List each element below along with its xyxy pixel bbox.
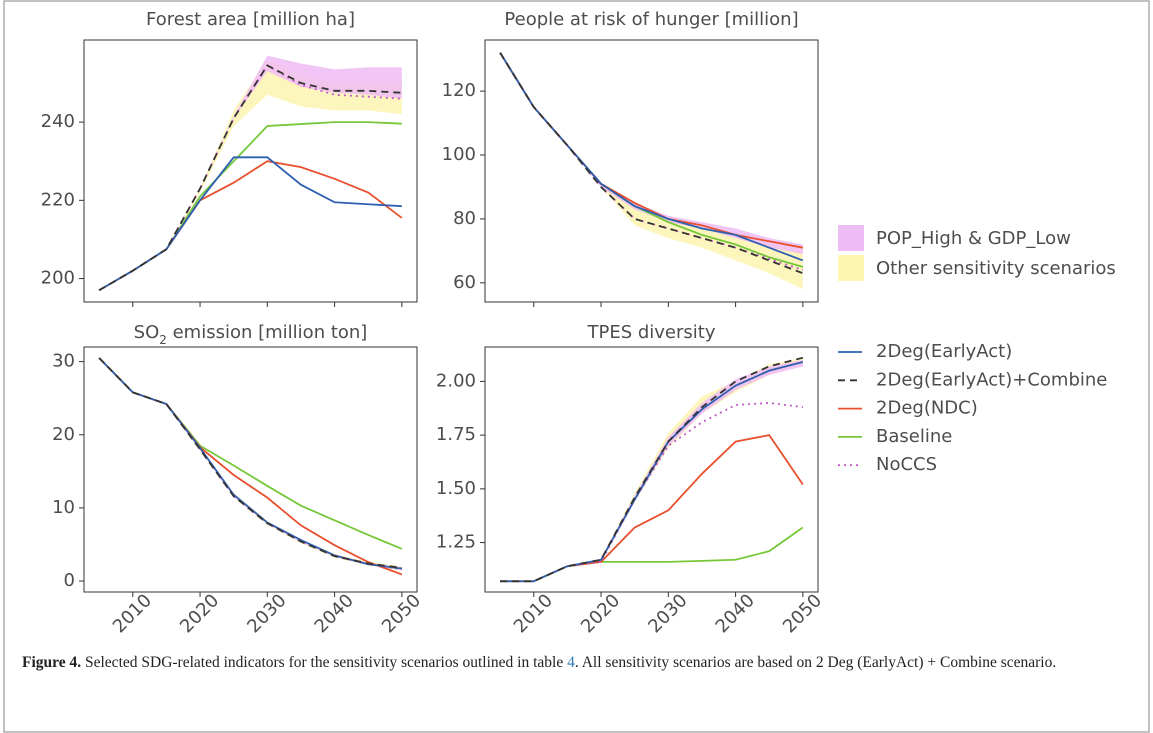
x-tick-label: 2030	[243, 590, 290, 637]
series-line	[98, 357, 403, 550]
series-line	[500, 434, 804, 583]
series-line	[98, 64, 402, 292]
y-tick-label: 120	[442, 80, 476, 101]
plot-area	[98, 357, 403, 576]
plot-area	[98, 55, 403, 292]
caption-label: Figure 4.	[22, 654, 82, 671]
series-line	[98, 156, 402, 292]
title-part: SO	[134, 322, 160, 343]
legend-label: 2Deg(NDC)	[876, 398, 978, 419]
x-tick-label: 2010	[510, 590, 557, 637]
y-tick-label: 2.00	[436, 370, 476, 391]
y-tick-label: 80	[453, 208, 476, 229]
table-ref[interactable]: 4	[567, 654, 575, 671]
legend-swatch	[838, 225, 864, 251]
series-line	[500, 356, 804, 583]
x-tick-label: 2040	[311, 590, 358, 637]
band	[99, 59, 402, 291]
legend-label: POP_High & GDP_Low	[876, 228, 1071, 249]
series-line	[98, 121, 402, 292]
band	[500, 52, 803, 290]
legend-label: NoCCS	[876, 454, 937, 475]
chart-title: People at risk of hunger [million]	[504, 9, 798, 30]
band	[99, 55, 402, 291]
chart-title: SO2 emission [million ton]	[134, 322, 368, 347]
legend-label: 2Deg(EarlyAct)+Combine	[876, 369, 1107, 390]
series-line	[500, 526, 804, 583]
caption-text: Selected SDG-related indicators for the …	[85, 654, 564, 671]
band	[99, 357, 402, 571]
plot-area	[500, 356, 804, 583]
y-tick-label: 240	[41, 111, 75, 132]
band	[99, 357, 402, 571]
chart-title: TPES diversity	[586, 322, 715, 343]
series-line	[499, 52, 804, 275]
x-tick-label: 2020	[577, 590, 624, 637]
panel-border	[484, 346, 819, 593]
caption: Figure 4. Selected SDG-related indicator…	[22, 651, 1127, 675]
plot-area	[499, 52, 804, 290]
y-tick-label: 200	[41, 268, 75, 289]
y-tick-label: 10	[52, 497, 75, 518]
panel-border	[83, 346, 418, 593]
x-tick-label: 2050	[779, 590, 826, 637]
series-line	[98, 357, 402, 569]
series-line	[98, 357, 403, 576]
y-tick-label: 0	[64, 570, 75, 591]
legend-label: Baseline	[876, 426, 952, 447]
y-tick-label: 30	[52, 351, 75, 372]
x-tick-label: 2030	[644, 590, 691, 637]
series-line	[98, 357, 402, 571]
figure-frame	[3, 0, 1150, 733]
x-tick-label: 2020	[176, 590, 223, 637]
y-tick-label: 60	[453, 272, 476, 293]
y-tick-label: 100	[442, 144, 476, 165]
caption-text: . All sensitivity scenarios are based on…	[574, 654, 1057, 671]
series-line	[98, 160, 403, 292]
panel-border	[484, 39, 819, 303]
legend-label: 2Deg(EarlyAct)	[876, 341, 1012, 362]
series-line	[500, 361, 804, 583]
chart-title: Forest area [million ha]	[146, 9, 355, 30]
panel-border	[83, 39, 418, 303]
y-tick-label: 220	[41, 189, 75, 210]
y-tick-label: 20	[52, 424, 75, 445]
title-part: 2	[159, 333, 167, 347]
x-tick-label: 2050	[378, 590, 425, 637]
y-tick-label: 1.25	[436, 532, 476, 553]
y-tick-label: 1.50	[436, 478, 476, 499]
y-tick-label: 1.75	[436, 424, 476, 445]
title-part: emission [million ton]	[167, 322, 367, 343]
legend-swatch	[838, 255, 864, 281]
legend-label: Other sensitivity scenarios	[876, 258, 1116, 279]
series-line	[98, 64, 402, 292]
x-tick-label: 2010	[109, 590, 156, 637]
x-tick-label: 2040	[712, 590, 759, 637]
series-line	[98, 357, 402, 570]
